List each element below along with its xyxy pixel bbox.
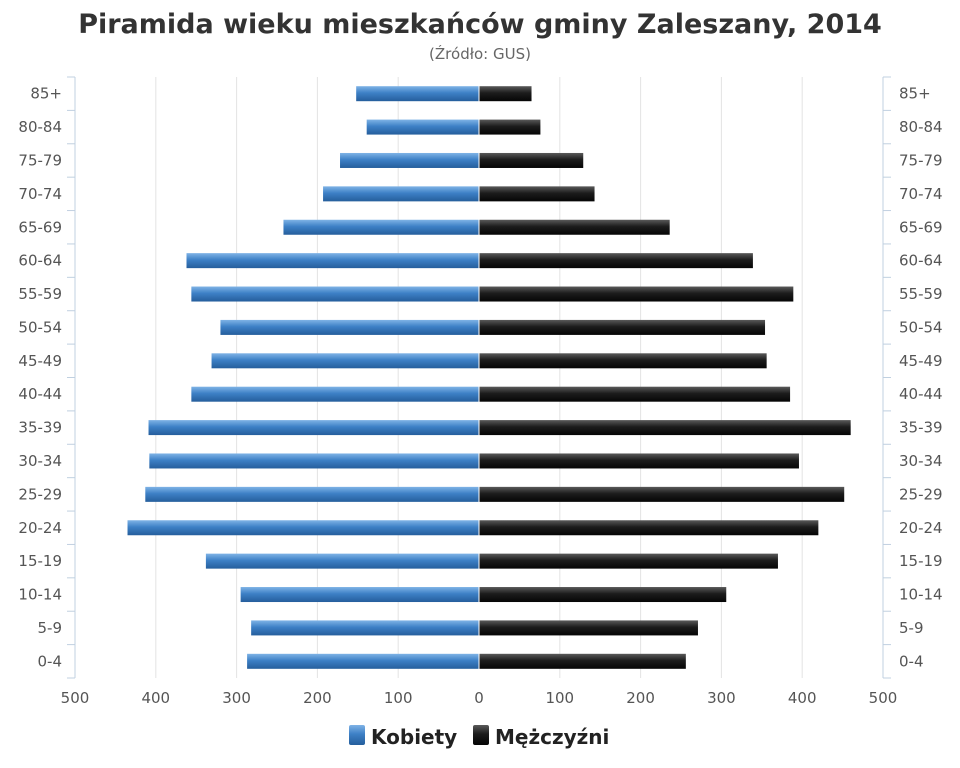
y-axis-right: 85+ 80-84 75-79 70-74 65-69 60-64 55-59 50-54 45… [899, 85, 943, 671]
bar-mezczyzni[interactable] [479, 553, 778, 569]
bar-kobiety[interactable] [283, 219, 479, 235]
y-tick-label: 25-29 [899, 485, 943, 503]
y-tick-label: 40-44 [18, 385, 62, 403]
x-tick-label: 0 [474, 689, 484, 707]
x-tick-label: 400 [141, 689, 170, 707]
bar-kobiety[interactable] [340, 152, 479, 168]
x-tick-label: 500 [869, 689, 898, 707]
bar-mezczyzni[interactable] [479, 353, 767, 369]
chart-subtitle: (Źródło: GUS) [429, 44, 531, 63]
y-tick-label: 10-14 [18, 586, 62, 604]
bar-mezczyzni[interactable] [479, 453, 799, 469]
y-tick-label: 85+ [30, 85, 62, 103]
bar-kobiety[interactable] [247, 653, 479, 669]
y-tick-label: 30-34 [18, 452, 62, 470]
y-tick-label: 35-39 [18, 419, 62, 437]
y-tick-label: 10-14 [899, 586, 943, 604]
legend-item-mezczyzni[interactable]: Mężczyźni [473, 725, 609, 749]
axes [67, 76, 891, 679]
y-tick-label: 75-79 [18, 151, 62, 169]
legend-swatch-mezczyzni [473, 725, 489, 745]
x-tick-label: 100 [545, 689, 574, 707]
bar-kobiety[interactable] [220, 319, 479, 335]
y-tick-label: 0-4 [38, 652, 63, 670]
x-axis: 500 400 300 200 100 0 100 200 300 400 500 [61, 689, 898, 707]
y-tick-label: 60-64 [18, 252, 62, 270]
bar-kobiety[interactable] [186, 253, 479, 269]
bar-kobiety[interactable] [211, 353, 479, 369]
x-tick-label: 300 [222, 689, 251, 707]
bar-mezczyzni[interactable] [479, 520, 819, 536]
bar-mezczyzni[interactable] [479, 253, 753, 269]
x-tick-label: 200 [626, 689, 655, 707]
x-tick-label: 400 [788, 689, 817, 707]
y-tick-label: 0-4 [899, 652, 924, 670]
y-tick-label: 75-79 [899, 151, 943, 169]
y-tick-label: 45-49 [18, 352, 62, 370]
bar-kobiety[interactable] [205, 553, 479, 569]
bar-mezczyzni[interactable] [479, 186, 595, 202]
bar-mezczyzni[interactable] [479, 286, 794, 302]
y-tick-label: 50-54 [899, 318, 943, 336]
y-tick-label: 35-39 [899, 419, 943, 437]
y-tick-label: 65-69 [899, 218, 943, 236]
bar-mezczyzni[interactable] [479, 420, 851, 436]
legend-label-kobiety: Kobiety [371, 725, 457, 749]
chart-title: Piramida wieku mieszkańców gminy Zalesza… [78, 9, 882, 40]
bar-kobiety[interactable] [127, 520, 480, 536]
y-tick-label: 55-59 [18, 285, 62, 303]
bar-mezczyzni[interactable] [479, 587, 727, 603]
x-tick-label: 300 [707, 689, 736, 707]
bars [127, 77, 851, 678]
y-axis-left: 85+ 80-84 75-79 70-74 65-69 60-64 55-59 50-54 45… [18, 85, 62, 671]
y-tick-label: 65-69 [18, 218, 62, 236]
y-tick-label: 25-29 [18, 485, 62, 503]
y-tick-label: 30-34 [899, 452, 943, 470]
bar-kobiety[interactable] [240, 587, 479, 603]
bar-kobiety[interactable] [149, 453, 479, 469]
bar-mezczyzni[interactable] [479, 386, 791, 402]
bar-kobiety[interactable] [191, 286, 480, 302]
y-tick-label: 80-84 [18, 118, 62, 136]
legend: Kobiety Mężczyźni [349, 725, 609, 749]
y-tick-label: 55-59 [899, 285, 943, 303]
bar-mezczyzni[interactable] [479, 219, 670, 235]
bar-kobiety[interactable] [251, 620, 479, 636]
y-tick-label: 70-74 [899, 185, 943, 203]
x-tick-label: 100 [384, 689, 413, 707]
y-tick-label: 5-9 [38, 619, 63, 637]
bar-kobiety[interactable] [356, 86, 479, 102]
bar-kobiety[interactable] [191, 386, 480, 402]
bar-kobiety[interactable] [366, 119, 479, 135]
bar-mezczyzni[interactable] [479, 119, 541, 135]
y-tick-label: 20-24 [899, 519, 943, 537]
bar-kobiety[interactable] [145, 486, 479, 502]
y-tick-label: 15-19 [899, 552, 943, 570]
legend-label-mezczyzni: Mężczyźni [495, 725, 609, 749]
x-tick-label: 500 [61, 689, 90, 707]
y-tick-label: 50-54 [18, 318, 62, 336]
x-tick-label: 200 [303, 689, 332, 707]
y-tick-label: 60-64 [899, 252, 943, 270]
bar-mezczyzni[interactable] [479, 620, 698, 636]
bar-mezczyzni[interactable] [479, 319, 766, 335]
legend-swatch-kobiety [349, 725, 365, 745]
bar-mezczyzni[interactable] [479, 86, 532, 102]
legend-item-kobiety[interactable]: Kobiety [349, 725, 457, 749]
y-tick-label: 80-84 [899, 118, 943, 136]
y-tick-label: 40-44 [899, 385, 943, 403]
bar-kobiety[interactable] [323, 186, 479, 202]
bar-mezczyzni[interactable] [479, 486, 845, 502]
y-tick-label: 85+ [899, 85, 931, 103]
bar-mezczyzni[interactable] [479, 653, 686, 669]
y-tick-label: 5-9 [899, 619, 924, 637]
y-tick-label: 45-49 [899, 352, 943, 370]
y-tick-label: 70-74 [18, 185, 62, 203]
y-tick-label: 20-24 [18, 519, 62, 537]
y-tick-label: 15-19 [18, 552, 62, 570]
bar-kobiety[interactable] [148, 420, 479, 436]
bar-mezczyzni[interactable] [479, 152, 584, 168]
